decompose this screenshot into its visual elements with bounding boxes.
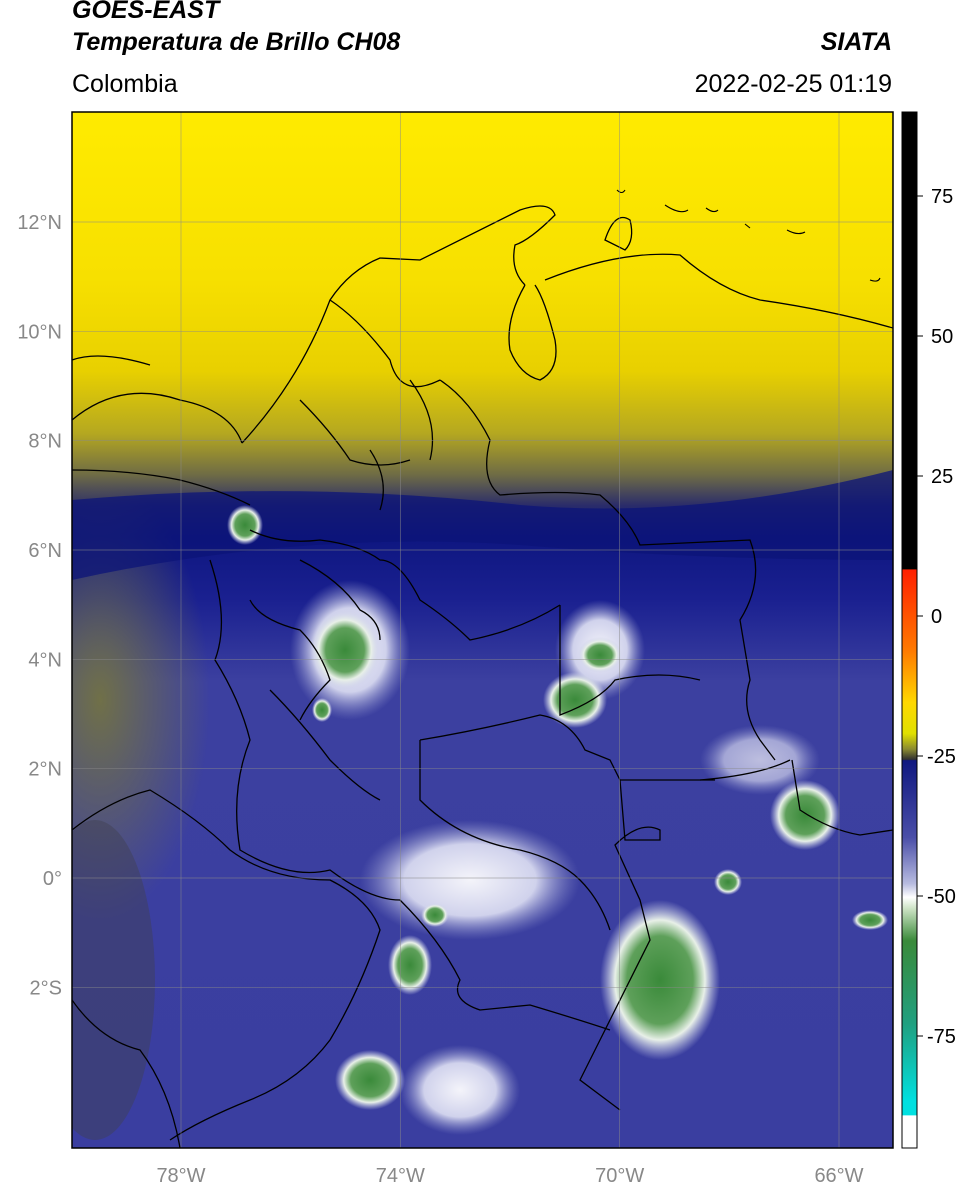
longitude-tick-label: 78°W	[156, 1165, 205, 1187]
map-imagery	[72, 112, 893, 1148]
map-frame	[71, 111, 894, 1149]
islands	[616, 189, 881, 282]
longitude-tick-label: 66°W	[814, 1165, 863, 1187]
colorbar-tick-label: -50	[927, 886, 956, 908]
latitude-tick-label: 10°N	[17, 321, 62, 343]
datetime-label: 2022-02-25 01:19	[694, 70, 892, 98]
graticule	[72, 112, 893, 1148]
longitude-tick-label: 74°W	[376, 1165, 425, 1187]
colorbar-tick-label: 0	[931, 606, 942, 628]
colorbar-ticks: 75 50 25 0 -25 -50 -75	[917, 186, 956, 1048]
product-title: Temperatura de Brillo CH08	[72, 28, 401, 56]
colorbar-tick-label: -25	[927, 746, 956, 768]
longitude-tick-labels: 78°W 74°W 70°W 66°W	[156, 1165, 863, 1187]
colorbar: 75 50 25 0 -25 -50 -75	[901, 111, 956, 1149]
organization-label: SIATA	[820, 28, 892, 56]
colorbar-gradient	[901, 111, 918, 1149]
colorbar-tick-label: 50	[931, 326, 953, 348]
latitude-tick-label: 2°N	[28, 759, 62, 781]
region-label: Colombia	[72, 70, 178, 98]
satellite-title: GOES-EAST	[72, 0, 220, 24]
latitude-tick-label: 8°N	[28, 431, 62, 453]
latitude-tick-label: 12°N	[17, 212, 62, 234]
country-borders	[72, 205, 893, 1148]
latitude-tick-labels: 12°N 10°N 8°N 6°N 4°N 2°N 0° 2°S	[17, 212, 62, 999]
latitude-tick-label: 6°N	[28, 540, 62, 562]
longitude-tick-label: 70°W	[595, 1165, 644, 1187]
latitude-tick-label: 0°	[43, 868, 62, 890]
colorbar-tick-label: -75	[927, 1026, 956, 1048]
colorbar-tick-label: 25	[931, 466, 953, 488]
latitude-tick-label: 2°S	[30, 977, 62, 999]
colorbar-tick-label: 75	[931, 186, 953, 208]
latitude-tick-label: 4°N	[28, 649, 62, 671]
